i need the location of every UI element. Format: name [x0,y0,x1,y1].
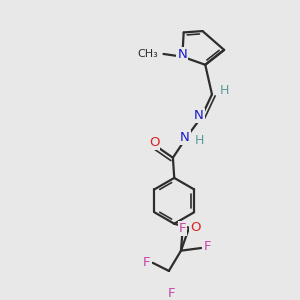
Text: F: F [203,240,211,253]
Text: H: H [195,134,205,147]
Text: H: H [219,84,229,97]
Text: O: O [149,136,159,149]
Text: N: N [178,48,187,61]
Text: F: F [179,222,186,235]
Text: N: N [180,131,190,144]
Text: N: N [194,109,204,122]
Text: CH₃: CH₃ [138,49,159,59]
Text: F: F [168,287,175,300]
Text: O: O [190,221,200,234]
Text: F: F [143,256,151,269]
